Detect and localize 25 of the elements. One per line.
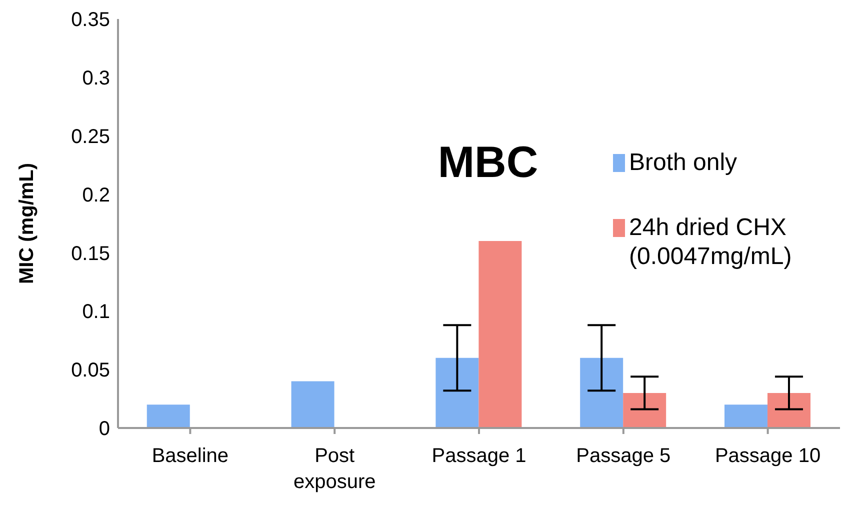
y-tick-label: 0.2 bbox=[82, 184, 110, 206]
y-tick-label: 0.3 bbox=[82, 68, 110, 90]
legend-label: 24h dried CHX (0.0047mg/mL) bbox=[629, 213, 793, 271]
x-tick-label: Baseline bbox=[152, 445, 229, 467]
y-tick-label: 0.35 bbox=[71, 9, 110, 32]
bar bbox=[291, 381, 334, 428]
bar bbox=[146, 404, 190, 428]
bar bbox=[623, 392, 666, 428]
y-tick-label: 0.15 bbox=[71, 242, 110, 265]
y-tick-label: 0.05 bbox=[71, 360, 110, 382]
y-tick-label: 0 bbox=[98, 418, 110, 440]
bar bbox=[436, 358, 479, 428]
y-tick-label: 0.1 bbox=[82, 301, 110, 324]
text: MBC bbox=[436, 138, 540, 188]
bar bbox=[478, 241, 522, 428]
y-axis-title: MIC (mg/mL) bbox=[16, 162, 38, 284]
bar bbox=[767, 392, 810, 428]
x-tick-label: Post exposure bbox=[293, 445, 376, 493]
x-tick-label: Passage 5 bbox=[576, 445, 671, 467]
x-tick-label: Passage 1 bbox=[432, 445, 526, 467]
bar bbox=[580, 358, 624, 428]
x-tick-label: Passage 10 bbox=[714, 445, 821, 467]
legend-label: Broth only bbox=[629, 148, 738, 177]
bar bbox=[724, 404, 768, 428]
y-tick-label: 0.25 bbox=[71, 126, 110, 148]
